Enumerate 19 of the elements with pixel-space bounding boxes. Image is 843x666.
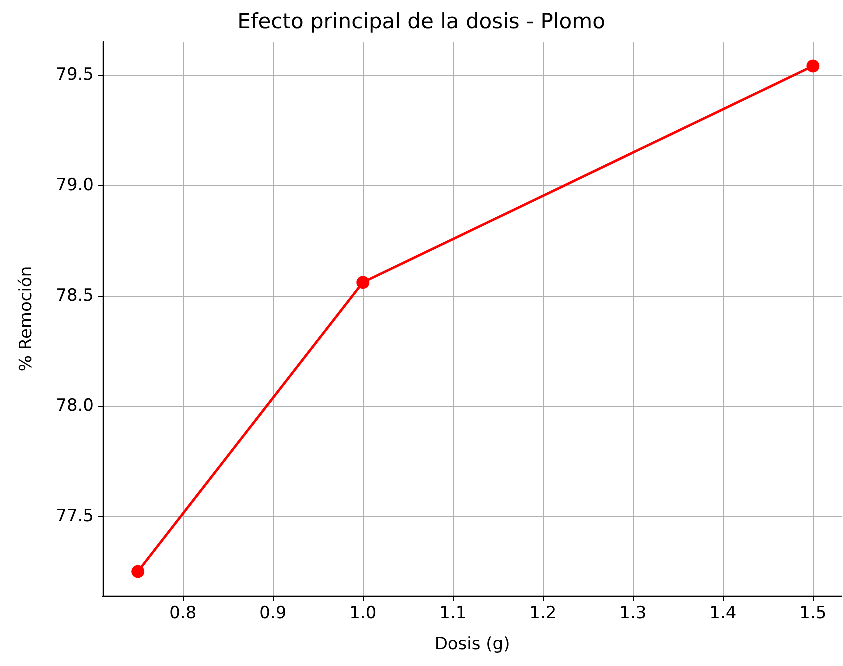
point [806, 60, 820, 73]
point [132, 565, 145, 578]
y-tick-label: 77.5 [56, 506, 94, 527]
point [356, 276, 370, 290]
x-tick-label: 1.5 [800, 604, 827, 624]
x-tick-label: 1.0 [350, 604, 377, 624]
chart-title: Efecto principal de la dosis - Plomo [238, 10, 606, 34]
y-axis-title: % Remoción [16, 266, 36, 372]
x-tick-label: 1.3 [620, 604, 647, 624]
y-tick-label: 78.0 [56, 396, 94, 416]
y-tick-label: 79.0 [56, 175, 94, 196]
x-tick-label: 1.4 [710, 604, 737, 624]
x-tick-label: 0.9 [260, 604, 287, 624]
x-axis-title: Dosis (g) [434, 634, 510, 654]
y-tick-label: 79.5 [56, 65, 94, 86]
x-tick-label: 1.1 [440, 604, 467, 624]
y-tick-label: 78.5 [56, 286, 94, 306]
x-tick-label: 1.2 [530, 604, 557, 624]
x-tick-label: 0.8 [170, 604, 197, 624]
